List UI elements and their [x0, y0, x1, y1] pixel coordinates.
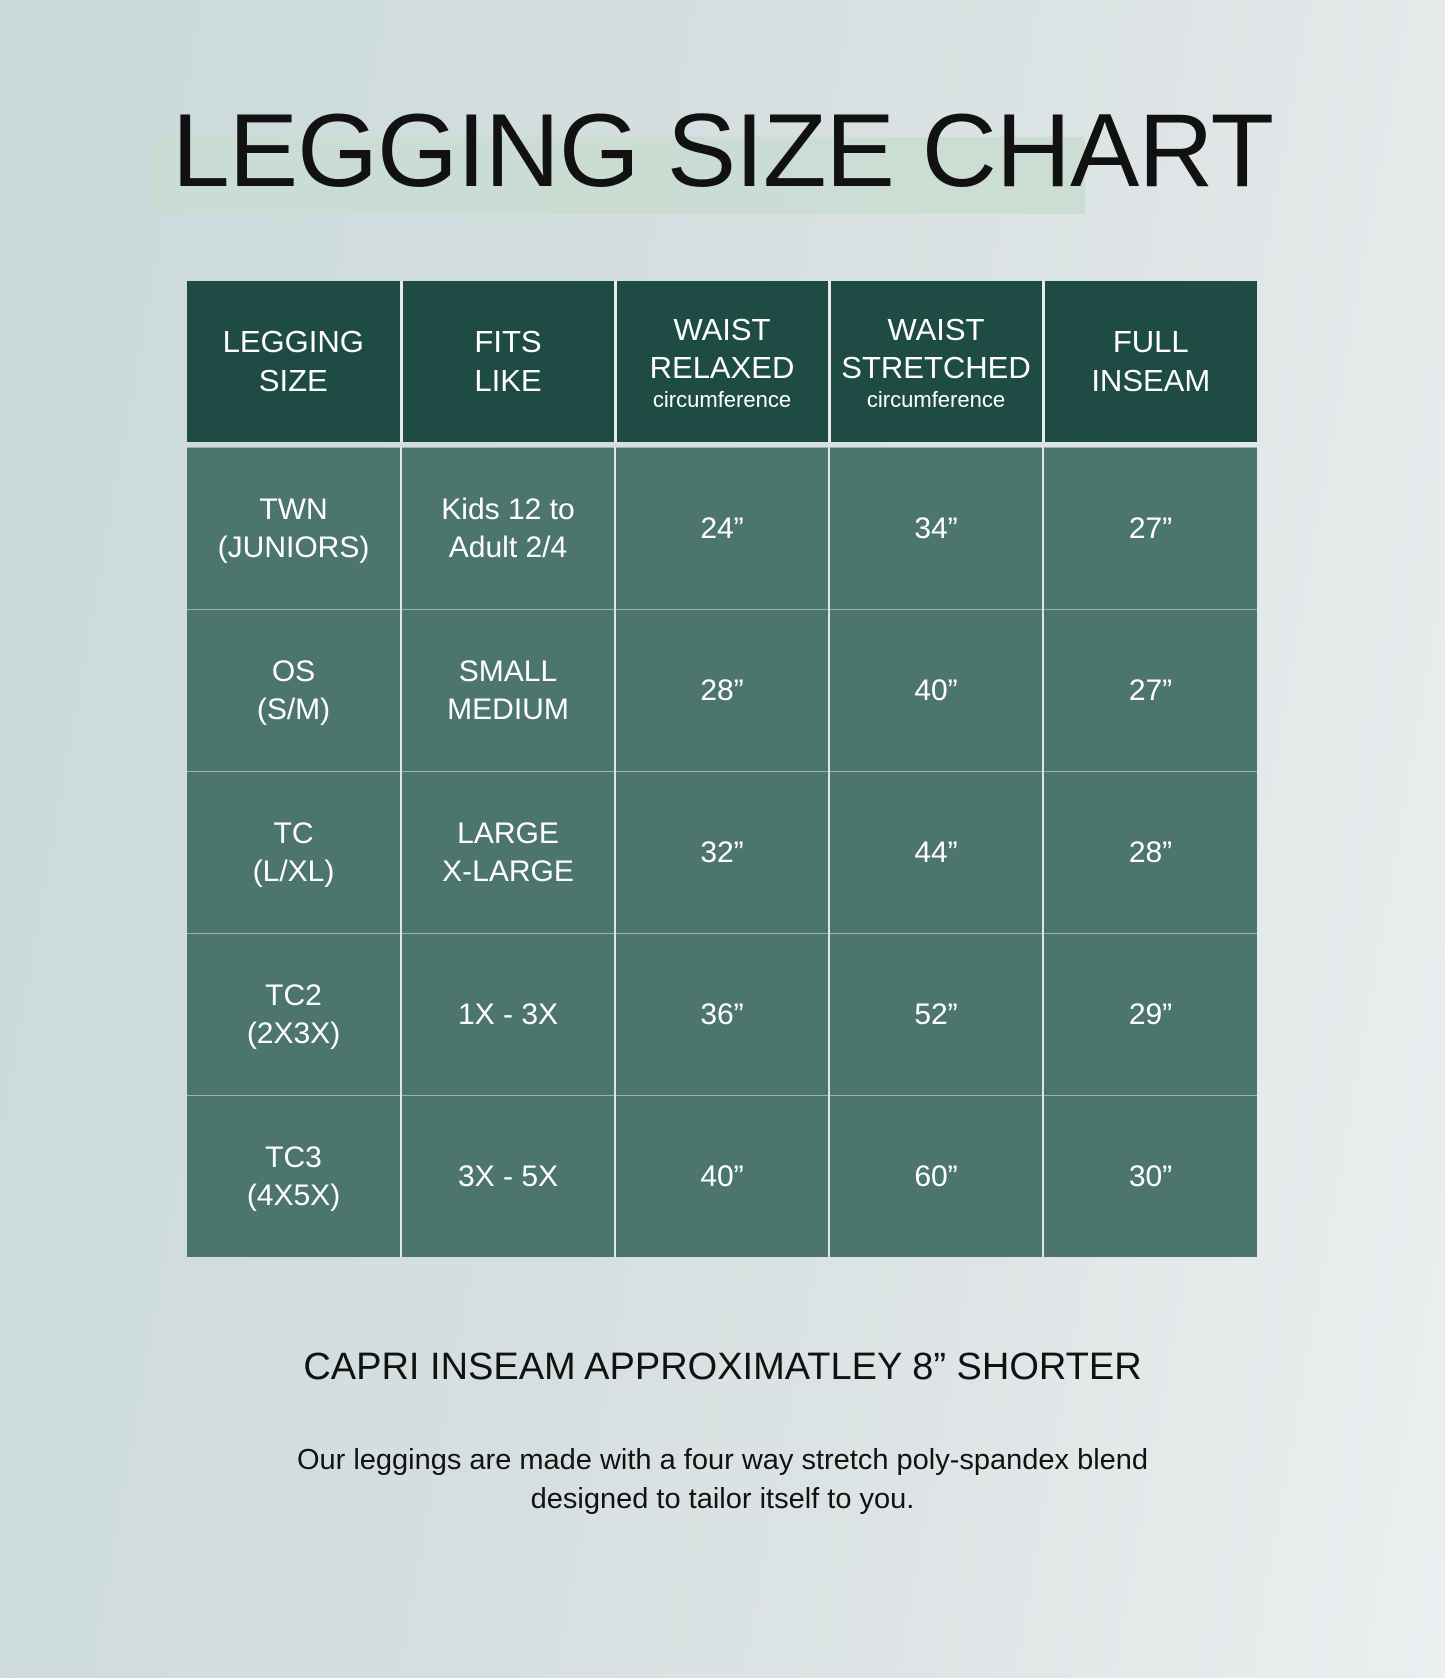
cell-waist-relaxed: 36”	[614, 933, 829, 1096]
capri-note: CAPRI INSEAM APPROXIMATLEY 8” SHORTER	[303, 1346, 1142, 1388]
header-line: RELAXED	[649, 350, 795, 386]
cell-waist-stretched: 60”	[828, 1095, 1043, 1257]
cell-line: (4X5X)	[246, 1178, 341, 1212]
table-row: OS (S/M) SMALL MEDIUM 28” 40” 27”	[187, 609, 1257, 772]
cell-full-inseam: 29”	[1042, 933, 1257, 1096]
cell-fits-like: Kids 12 to Adult 2/4	[400, 447, 615, 610]
cell-line: X-LARGE	[442, 854, 574, 888]
cell-waist-relaxed: 24”	[614, 447, 829, 610]
cell-fits-like: SMALL MEDIUM	[400, 609, 615, 772]
cell-waist-relaxed: 32”	[614, 771, 829, 934]
cell-line: SMALL	[458, 655, 558, 688]
header-fits-like: FITS LIKE	[399, 281, 615, 442]
cell-size: TWN (JUNIORS)	[187, 447, 401, 610]
cell-line: 52”	[914, 997, 958, 1031]
table-row: TC3 (4X5X) 3X - 5X 40” 60” 30”	[187, 1095, 1257, 1257]
header-line: FULL	[1112, 323, 1189, 359]
header-line: WAIST	[673, 311, 771, 347]
cell-line: MEDIUM	[447, 692, 569, 726]
header-waist-stretched: WAIST STRETCHED circumference	[827, 281, 1043, 442]
header-line: LEGGING	[222, 323, 364, 359]
cell-fits-like: 3X - 5X	[400, 1095, 615, 1257]
cell-line: 34”	[914, 511, 958, 545]
cell-size: OS (S/M)	[187, 609, 401, 772]
cell-waist-stretched: 34”	[828, 447, 1043, 610]
cell-line: TWN	[259, 493, 328, 526]
header-line: WAIST	[887, 311, 985, 347]
description-line: designed to tailor itself to you.	[530, 1483, 915, 1515]
cell-line: 28”	[1128, 835, 1173, 869]
cell-line: Kids 12 to	[441, 493, 575, 526]
header-waist-relaxed: WAIST RELAXED circumference	[613, 281, 829, 442]
cell-size: TC3 (4X5X)	[187, 1095, 401, 1257]
cell-line: TC3	[265, 1141, 322, 1174]
cell-line: 28”	[700, 673, 744, 707]
cell-line: 24”	[700, 511, 744, 545]
table-row: TC2 (2X3X) 1X - 3X 36” 52” 29”	[187, 933, 1257, 1096]
cell-fits-like: 1X - 3X	[400, 933, 615, 1096]
header-line: SIZE	[258, 362, 328, 398]
cell-line: (2X3X)	[246, 1016, 341, 1050]
cell-line: Adult 2/4	[448, 530, 568, 564]
cell-line: TC2	[265, 979, 322, 1012]
page-title: LEGGING SIZE CHART	[171, 93, 1274, 209]
cell-line: TC	[273, 817, 314, 850]
cell-full-inseam: 27”	[1042, 447, 1257, 610]
cell-waist-stretched: 44”	[828, 771, 1043, 934]
cell-full-inseam: 27”	[1042, 609, 1257, 772]
cell-line: 1X - 3X	[457, 997, 559, 1031]
cell-line: 32”	[700, 835, 744, 869]
cell-line: (L/XL)	[252, 854, 335, 888]
header-line: INSEAM	[1091, 362, 1211, 398]
cell-line: 27”	[1128, 511, 1173, 545]
header-legging-size: LEGGING SIZE	[187, 281, 401, 442]
cell-line: (S/M)	[256, 692, 331, 726]
description-line: Our leggings are made with a four way st…	[296, 1444, 1149, 1476]
cell-line: 44”	[914, 835, 958, 869]
table-row: TC (L/XL) LARGE X-LARGE 32” 44” 28”	[187, 771, 1257, 934]
cell-waist-stretched: 40”	[828, 609, 1043, 772]
header-line: STRETCHED	[841, 350, 1031, 386]
table-row: TWN (JUNIORS) Kids 12 to Adult 2/4 24” 34” 27”	[187, 447, 1257, 610]
cell-waist-relaxed: 40”	[614, 1095, 829, 1257]
cell-line: 3X - 5X	[457, 1159, 559, 1193]
cell-full-inseam: 30”	[1042, 1095, 1257, 1257]
cell-size: TC (L/XL)	[187, 771, 401, 934]
cell-waist-relaxed: 28”	[614, 609, 829, 772]
cell-line: 29”	[1128, 997, 1173, 1031]
size-chart-table: LEGGING SIZE FITS LIKE WAIST RELAXED circumf…	[187, 281, 1257, 1257]
title-highlight	[153, 137, 1085, 214]
cell-full-inseam: 28”	[1042, 771, 1257, 934]
cell-line: (JUNIORS)	[217, 530, 370, 564]
cell-line: 36”	[700, 997, 744, 1031]
cell-line: 40”	[914, 673, 958, 707]
cell-line: 30”	[1128, 1159, 1173, 1193]
cell-waist-stretched: 52”	[828, 933, 1043, 1096]
header-full-inseam: FULL INSEAM	[1041, 281, 1257, 442]
table-header-row: LEGGING SIZE FITS LIKE WAIST RELAXED circumf…	[187, 281, 1257, 442]
header-sub: circumference	[652, 387, 792, 413]
cell-line: 27”	[1128, 673, 1173, 707]
cell-line: LARGE	[457, 817, 559, 850]
header-line: LIKE	[474, 362, 542, 398]
cell-line: 60”	[914, 1159, 958, 1193]
header-sub: circumference	[866, 387, 1006, 413]
header-line: FITS	[474, 323, 542, 359]
cell-size: TC2 (2X3X)	[187, 933, 401, 1096]
cell-line: OS	[271, 655, 316, 688]
cell-fits-like: LARGE X-LARGE	[400, 771, 615, 934]
description: Our leggings are made with a four way st…	[0, 1441, 1445, 1519]
cell-line: 40”	[700, 1159, 744, 1193]
